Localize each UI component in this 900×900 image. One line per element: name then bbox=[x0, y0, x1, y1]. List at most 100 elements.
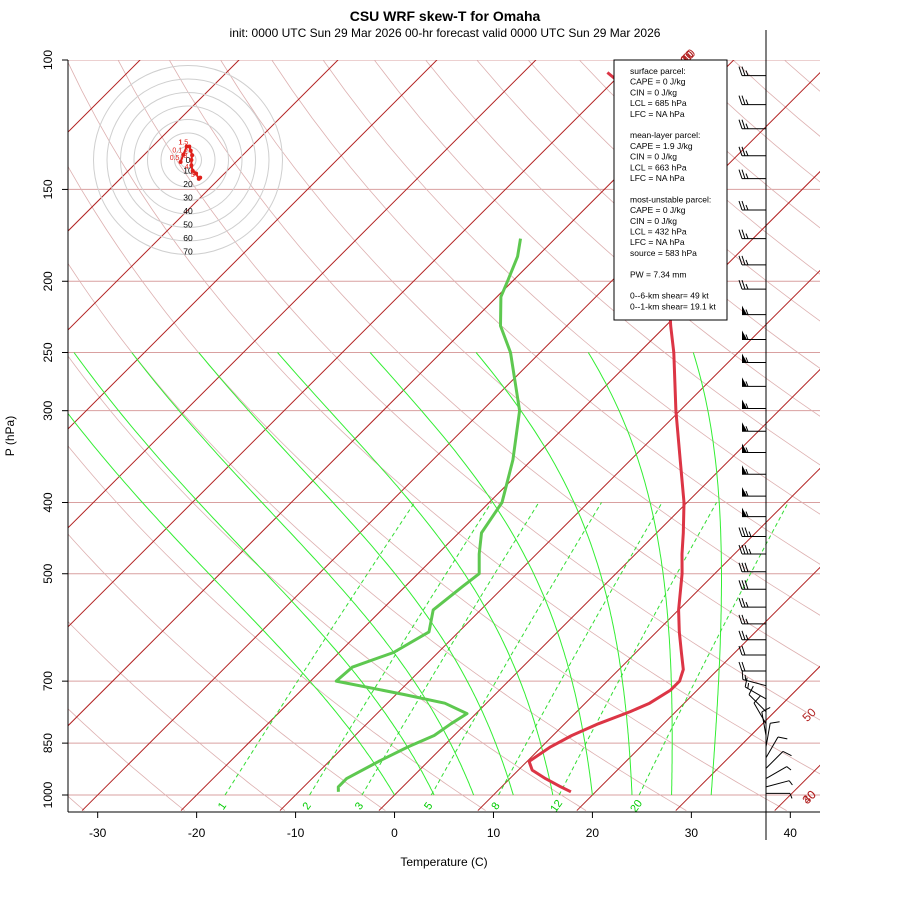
mixing-ratio-label: 12 bbox=[548, 798, 565, 815]
hodograph: 010 20 30 40 50 60 70 0.50.111.523 456 bbox=[93, 65, 283, 257]
stats-box-frame bbox=[613, 59, 728, 321]
stats-line: CAPE = 0 J/kg bbox=[630, 77, 686, 87]
isotherm-line bbox=[378, 368, 820, 811]
wind-barb bbox=[738, 597, 766, 608]
mixing-ratio-line bbox=[638, 502, 789, 796]
moist-adiabat bbox=[198, 352, 514, 796]
dewpoint-profile bbox=[334, 238, 522, 792]
dry-adiabat bbox=[68, 621, 286, 811]
hodograph-ring-label: 30 bbox=[183, 193, 193, 203]
wind-barb bbox=[738, 279, 766, 290]
x-tick-label: -20 bbox=[188, 826, 206, 840]
stats-line: LFC = NA hPa bbox=[630, 237, 685, 247]
wind-barb bbox=[765, 780, 793, 788]
stats-line: LCL = 663 hPa bbox=[630, 162, 687, 172]
mixing-ratio-label: 2 bbox=[300, 800, 313, 812]
wind-barb bbox=[742, 507, 766, 518]
hodograph-ring bbox=[133, 105, 243, 215]
wind-barb bbox=[742, 353, 766, 363]
wind-barb bbox=[738, 66, 766, 77]
y-tick-label: 500 bbox=[41, 563, 55, 583]
wind-barb bbox=[738, 169, 766, 180]
isotherm-line bbox=[675, 665, 820, 811]
x-tick-label: 40 bbox=[784, 826, 798, 840]
hodograph-point bbox=[198, 175, 203, 180]
stats-line: CAPE = 1.9 J/kg bbox=[630, 141, 693, 151]
wind-barb bbox=[738, 95, 766, 106]
hodograph-ring bbox=[147, 119, 229, 201]
wind-barb bbox=[742, 465, 766, 475]
hodograph-point bbox=[190, 168, 195, 173]
stats-line: 0--1-km shear= 19.1 kt bbox=[630, 301, 716, 311]
hodograph-height-label: 3 bbox=[183, 153, 187, 160]
wind-barb bbox=[753, 695, 767, 725]
wind-barb bbox=[744, 677, 767, 700]
hodograph-point bbox=[188, 148, 193, 153]
hodograph-ring-label: 70 bbox=[183, 247, 193, 257]
wind-barb bbox=[742, 330, 766, 340]
wind-barb bbox=[766, 792, 793, 799]
stats-line: LCL = 685 hPa bbox=[630, 98, 687, 108]
stats-line: CIN = 0 J/kg bbox=[630, 87, 677, 97]
wind-barb bbox=[742, 443, 766, 453]
y-ticks: 100 150 200 250 300 400 500 700 850 1000 bbox=[41, 50, 68, 808]
stats-line: LFC = NA hPa bbox=[630, 173, 685, 183]
moist-adiabat bbox=[475, 352, 633, 796]
y-tick-label: 300 bbox=[41, 400, 55, 420]
hodograph-height-label: 2 bbox=[184, 148, 188, 155]
moist-adiabat bbox=[587, 352, 673, 795]
stats-line: LFC = NA hPa bbox=[630, 109, 685, 119]
dry-adiabat bbox=[68, 445, 486, 811]
mixing-ratio-label: 20 bbox=[628, 798, 645, 815]
stats-line: CAPE = 0 J/kg bbox=[630, 205, 686, 215]
mixing-ratio-line bbox=[498, 502, 663, 796]
mixing-ratio-lines bbox=[224, 502, 789, 796]
x-tick-label: 0 bbox=[391, 826, 398, 840]
hodograph-height-label: 0.1 bbox=[172, 148, 182, 155]
hodograph-point bbox=[190, 153, 195, 158]
hodograph-ring-label: 0 bbox=[186, 155, 191, 165]
hodograph-height-label: 1.5 bbox=[178, 140, 188, 147]
isotherm-line bbox=[68, 60, 537, 529]
wind-barb bbox=[742, 305, 766, 316]
dry-adiabat bbox=[117, 60, 820, 721]
stats-line: 0--6-km shear= 49 kt bbox=[630, 291, 709, 301]
dry-adiabat bbox=[322, 60, 820, 515]
x-axis-title: Temperature (C) bbox=[400, 855, 487, 869]
stats-line: LCL = 432 hPa bbox=[630, 227, 687, 237]
isotherm-line bbox=[68, 60, 438, 430]
wind-barb bbox=[738, 580, 766, 590]
wind-barb bbox=[738, 614, 766, 625]
wind-barb bbox=[738, 229, 766, 240]
x-tick-label: 30 bbox=[685, 826, 699, 840]
y-tick-label: 400 bbox=[41, 492, 55, 512]
hodograph-point bbox=[178, 160, 183, 164]
wind-barb bbox=[738, 562, 766, 573]
wind-barb bbox=[738, 630, 766, 641]
moist-adiabat bbox=[692, 352, 722, 796]
y-tick-label: 200 bbox=[41, 271, 55, 291]
mixing-ratio-label: 1 bbox=[216, 800, 229, 812]
x-tick-label: 10 bbox=[487, 826, 501, 840]
moist-adiabat bbox=[68, 412, 395, 796]
y-axis-title: P (hPa) bbox=[3, 416, 17, 456]
x-tick-label: 20 bbox=[586, 826, 600, 840]
mixing-ratio-line bbox=[309, 502, 492, 796]
wind-barb bbox=[765, 766, 792, 780]
stats-line: PW = 7.34 mm bbox=[630, 269, 686, 279]
isotherm-line bbox=[477, 467, 820, 811]
hodograph-point bbox=[189, 158, 194, 162]
hodograph-ring-label: 20 bbox=[183, 179, 193, 189]
x-tick-label: -10 bbox=[287, 826, 305, 840]
mixing-ratio-label: 3 bbox=[353, 800, 366, 812]
isotherm-line bbox=[279, 269, 820, 811]
wind-barb bbox=[761, 706, 771, 736]
hodograph-ring-label: 10 bbox=[183, 166, 193, 176]
stats-line: source = 583 hPa bbox=[630, 248, 697, 258]
hodograph-height-label: 4 bbox=[185, 164, 189, 171]
dry-adiabat bbox=[220, 60, 820, 616]
wind-barb bbox=[738, 645, 766, 656]
